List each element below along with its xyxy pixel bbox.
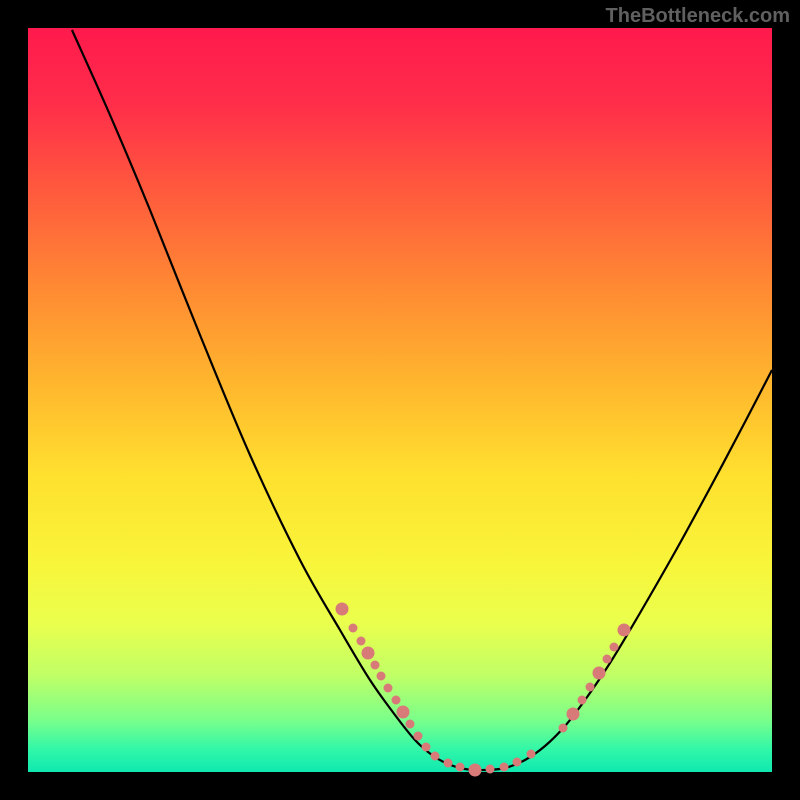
marker-left-11: [422, 743, 431, 752]
marker-left-4: [371, 661, 380, 670]
marker-right-5: [603, 655, 612, 664]
marker-bottom-5: [513, 758, 522, 767]
marker-left-5: [377, 672, 386, 681]
marker-right-7: [618, 624, 631, 637]
marker-right-4: [593, 667, 606, 680]
marker-right-6: [610, 643, 619, 652]
marker-left-8: [397, 706, 410, 719]
marker-left-12: [431, 752, 440, 761]
marker-right-3: [586, 683, 595, 692]
marker-bottom-6: [527, 750, 536, 759]
marker-bottom-0: [444, 759, 453, 768]
marker-left-0: [336, 603, 349, 616]
marker-left-9: [406, 720, 415, 729]
chart-container: TheBottleneck.com: [0, 0, 800, 800]
bottleneck-chart: [0, 0, 800, 800]
chart-plot-gradient: [28, 28, 772, 772]
marker-bottom-1: [456, 763, 465, 772]
marker-left-1: [349, 624, 358, 633]
marker-right-0: [559, 724, 568, 733]
marker-left-2: [357, 637, 366, 646]
marker-bottom-2: [469, 764, 482, 777]
watermark-text: TheBottleneck.com: [606, 5, 790, 28]
marker-bottom-3: [486, 765, 495, 774]
marker-left-3: [362, 647, 375, 660]
marker-right-1: [567, 708, 580, 721]
marker-bottom-4: [500, 763, 509, 772]
marker-left-7: [392, 696, 401, 705]
marker-left-6: [384, 684, 393, 693]
marker-right-2: [578, 696, 587, 705]
marker-left-10: [414, 732, 423, 741]
